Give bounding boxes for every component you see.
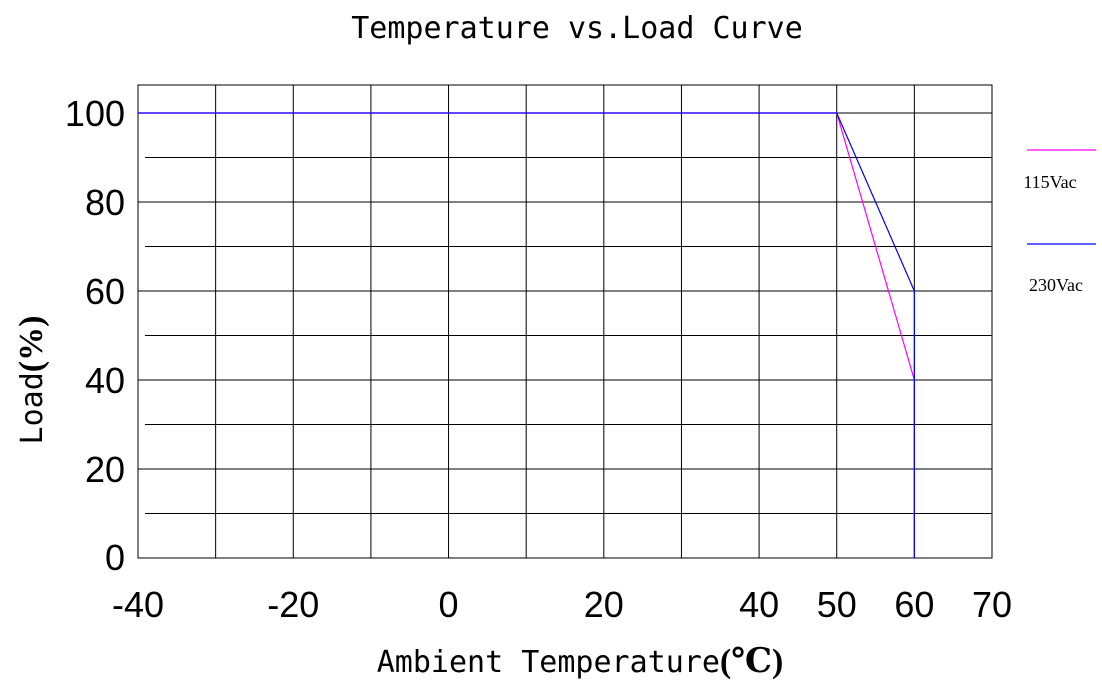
x-tick-label: 60 xyxy=(894,584,934,625)
x-tick-label: 50 xyxy=(817,584,857,625)
y-tick-label: 40 xyxy=(85,360,125,401)
y-tick-label: 100 xyxy=(65,93,125,134)
series-layer xyxy=(138,112,915,558)
x-tick-label: 0 xyxy=(439,584,459,625)
y-axis-unit: (%) xyxy=(13,316,50,373)
x-axis-label: Ambient Temperature(℃) xyxy=(377,643,784,680)
y-tick-label: 80 xyxy=(85,182,125,223)
grid xyxy=(138,85,992,558)
chart-title: Temperature vs.Load Curve xyxy=(351,11,803,46)
x-tick-label: 70 xyxy=(972,584,1012,625)
x-tick-label: -20 xyxy=(267,584,319,625)
legend: 115Vac 230Vac xyxy=(1023,149,1096,295)
x-tick-labels: -40 -20 0 20 40 50 60 70 xyxy=(112,584,1012,625)
x-tick-label: -40 xyxy=(112,584,164,625)
x-axis-unit: (℃) xyxy=(720,643,783,680)
legend-label-115vac: 115Vac xyxy=(1023,172,1076,192)
x-axis-label-text: Ambient Temperature xyxy=(377,645,720,680)
plot-frame xyxy=(137,84,993,559)
y-tick-label: 60 xyxy=(85,271,125,312)
y-tick-label: 20 xyxy=(85,449,125,490)
y-tick-labels: 0 20 40 60 80 100 xyxy=(65,93,125,578)
y-axis-label: Load(%) xyxy=(13,316,50,445)
x-tick-label: 20 xyxy=(584,584,624,625)
series-line-230vac xyxy=(138,112,915,558)
x-tick-label: 40 xyxy=(739,584,779,625)
legend-label-230vac: 230Vac xyxy=(1029,275,1083,295)
y-axis-label-text: Load xyxy=(15,372,50,444)
y-tick-label: 0 xyxy=(105,537,125,578)
